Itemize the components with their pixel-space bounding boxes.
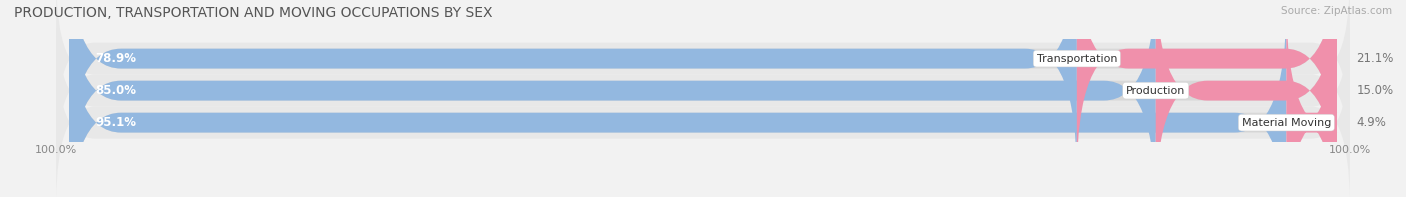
Text: Source: ZipAtlas.com: Source: ZipAtlas.com [1281,6,1392,16]
FancyBboxPatch shape [56,43,1350,197]
Text: PRODUCTION, TRANSPORTATION AND MOVING OCCUPATIONS BY SEX: PRODUCTION, TRANSPORTATION AND MOVING OC… [14,6,492,20]
Text: 21.1%: 21.1% [1357,52,1393,65]
FancyBboxPatch shape [56,0,1350,139]
Text: 95.1%: 95.1% [96,116,136,129]
FancyBboxPatch shape [1156,0,1337,197]
Text: 85.0%: 85.0% [96,84,136,97]
Text: 15.0%: 15.0% [1357,84,1393,97]
Text: 4.9%: 4.9% [1357,116,1386,129]
FancyBboxPatch shape [69,5,1337,197]
FancyBboxPatch shape [56,11,1350,171]
FancyBboxPatch shape [69,0,1337,197]
Text: 78.9%: 78.9% [96,52,136,65]
FancyBboxPatch shape [69,0,1337,177]
FancyBboxPatch shape [1285,5,1339,197]
FancyBboxPatch shape [69,0,1077,177]
FancyBboxPatch shape [69,0,1156,197]
Text: Transportation: Transportation [1036,54,1118,64]
Legend: Male, Female: Male, Female [641,193,765,197]
FancyBboxPatch shape [1077,0,1337,177]
Text: Production: Production [1126,86,1185,96]
Text: Material Moving: Material Moving [1241,118,1331,128]
FancyBboxPatch shape [69,5,1286,197]
